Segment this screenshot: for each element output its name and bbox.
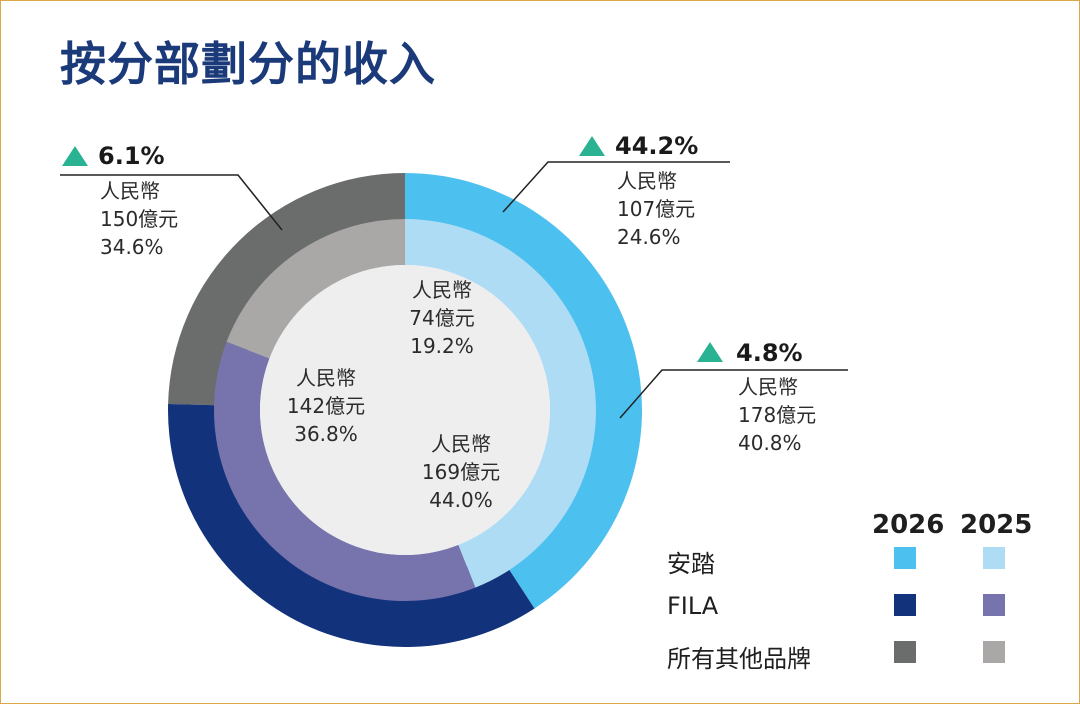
growth-label-fila: 6.1% xyxy=(98,142,165,170)
legend-swatch-fila-2026 xyxy=(894,594,916,616)
outer-label-other-percent: 24.6% xyxy=(617,225,681,249)
page-title: 按分部劃分的收入 xyxy=(60,37,436,91)
growth-label-other: 44.2% xyxy=(615,132,698,160)
inner-label-anta-currency: 人民幣 xyxy=(431,432,491,456)
legend-year-2026: 2026 xyxy=(872,510,945,540)
leader-line-anta xyxy=(619,369,848,419)
outer-label-other-currency: 人民幣 xyxy=(617,169,677,193)
legend-swatch-fila-2025 xyxy=(983,594,1005,616)
growth-label-anta: 4.8% xyxy=(736,339,803,367)
outer-label-anta-amount: 178億元 xyxy=(738,403,816,427)
donut-segment-2025-anta xyxy=(405,219,596,588)
legend-swatch-other-2026 xyxy=(894,641,916,663)
legend-swatch-other-2025 xyxy=(983,641,1005,663)
outer-label-fila-amount: 150億元 xyxy=(100,207,178,231)
donut-segment-2025-other xyxy=(226,219,405,359)
leader-line-fila xyxy=(60,174,283,231)
growth-up-icon xyxy=(579,136,605,156)
inner-label-fila-percent: 36.8% xyxy=(294,422,358,446)
legend-label-anta: 安踏 xyxy=(667,550,715,578)
inner-label-anta-percent: 44.0% xyxy=(429,488,493,512)
donut-center xyxy=(260,265,550,555)
inner-label-anta-amount: 169億元 xyxy=(422,460,500,484)
outer-label-fila-currency: 人民幣 xyxy=(100,179,160,203)
legend-year-2025: 2025 xyxy=(960,510,1033,540)
outer-label-anta-currency: 人民幣 xyxy=(738,375,798,399)
donut-rings xyxy=(168,173,642,647)
legend-label-other: 所有其他品牌 xyxy=(667,645,811,673)
legend-label-fila: FILA xyxy=(667,592,719,620)
legend-swatch-anta-2026 xyxy=(894,547,916,569)
inner-label-other-amount: 74億元 xyxy=(409,306,474,330)
outer-label-other-amount: 107億元 xyxy=(617,197,695,221)
outer-label-fila-percent: 34.6% xyxy=(100,235,164,259)
growth-up-icon xyxy=(697,342,723,362)
donut-segment-2026-anta xyxy=(405,173,642,609)
legend-swatch-anta-2025 xyxy=(983,547,1005,569)
growth-up-icon xyxy=(62,146,88,166)
inner-label-other-percent: 19.2% xyxy=(410,334,474,358)
leader-line-other xyxy=(502,161,730,213)
donut-segment-2025-fila xyxy=(214,341,476,601)
inner-label-fila-currency: 人民幣 xyxy=(296,366,356,390)
outer-label-anta-percent: 40.8% xyxy=(738,431,802,455)
inner-label-fila-amount: 142億元 xyxy=(287,394,365,418)
inner-label-other-currency: 人民幣 xyxy=(412,278,472,302)
